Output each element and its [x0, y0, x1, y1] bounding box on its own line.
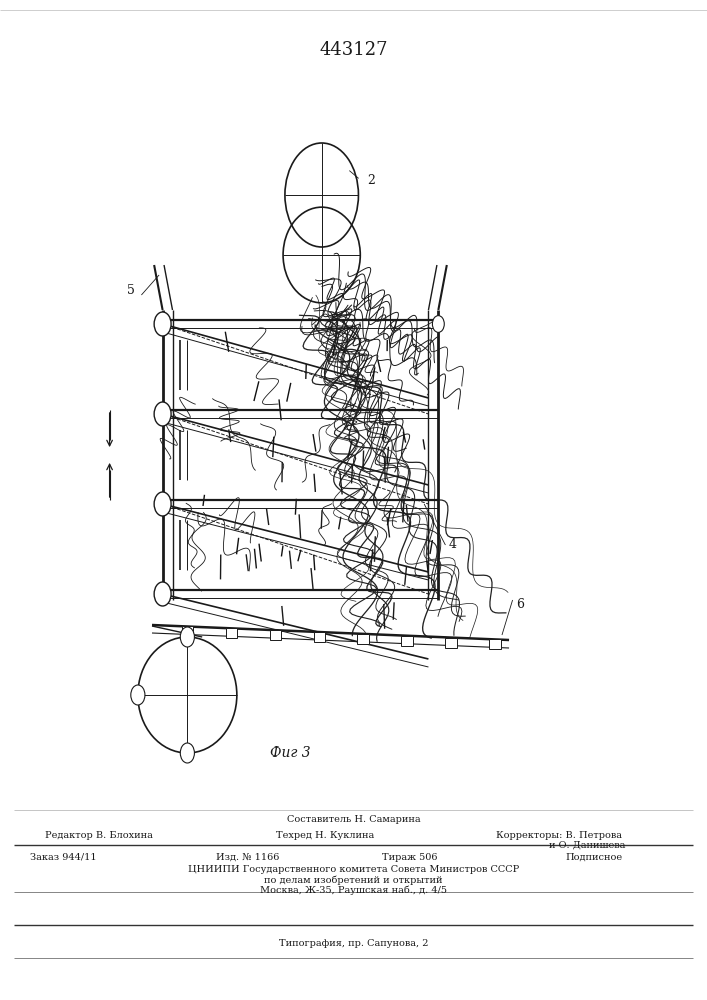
Text: Изд. № 1166: Изд. № 1166 — [216, 852, 279, 861]
Text: ЦНИИПИ Государственного комитета Совета Министров СССР: ЦНИИПИ Государственного комитета Совета … — [188, 865, 519, 874]
Text: 4: 4 — [449, 538, 457, 552]
Bar — [358, 634, 369, 644]
Bar — [489, 639, 501, 649]
Text: Заказ 944/11: Заказ 944/11 — [30, 852, 97, 861]
Text: 6: 6 — [516, 598, 524, 611]
Text: 443127: 443127 — [320, 41, 387, 59]
Circle shape — [180, 743, 194, 763]
Circle shape — [433, 316, 444, 332]
Circle shape — [131, 685, 145, 705]
Bar — [182, 626, 193, 636]
Bar — [445, 638, 457, 648]
Text: Корректоры: В. Петрова: Корректоры: В. Петрова — [496, 830, 621, 840]
Text: Редактор В. Блохина: Редактор В. Блохина — [45, 830, 153, 840]
Bar — [269, 630, 281, 640]
Circle shape — [154, 492, 171, 516]
Text: по делам изобретений и открытий: по делам изобретений и открытий — [264, 875, 443, 885]
Text: Техред Н. Куклина: Техред Н. Куклина — [276, 830, 374, 840]
Circle shape — [154, 402, 171, 426]
Circle shape — [154, 582, 171, 606]
Circle shape — [180, 627, 194, 647]
Circle shape — [154, 312, 171, 336]
Text: Составитель Н. Самарина: Составитель Н. Самарина — [286, 816, 421, 824]
Text: Типография, пр. Сапунова, 2: Типография, пр. Сапунова, 2 — [279, 938, 428, 948]
Text: Москва, Ж-35, Раушская наб., д. 4/5: Москва, Ж-35, Раушская наб., д. 4/5 — [260, 885, 447, 895]
Text: Тираж 506: Тираж 506 — [382, 852, 438, 861]
Bar — [226, 628, 237, 638]
Text: Фиг 3: Фиг 3 — [269, 746, 310, 760]
Text: 2: 2 — [368, 174, 375, 186]
Bar — [313, 632, 325, 642]
Bar — [402, 636, 413, 646]
Text: 5: 5 — [127, 284, 135, 296]
Text: Подписное: Подписное — [566, 852, 622, 861]
Text: и О. Данишева: и О. Данишева — [549, 840, 625, 850]
